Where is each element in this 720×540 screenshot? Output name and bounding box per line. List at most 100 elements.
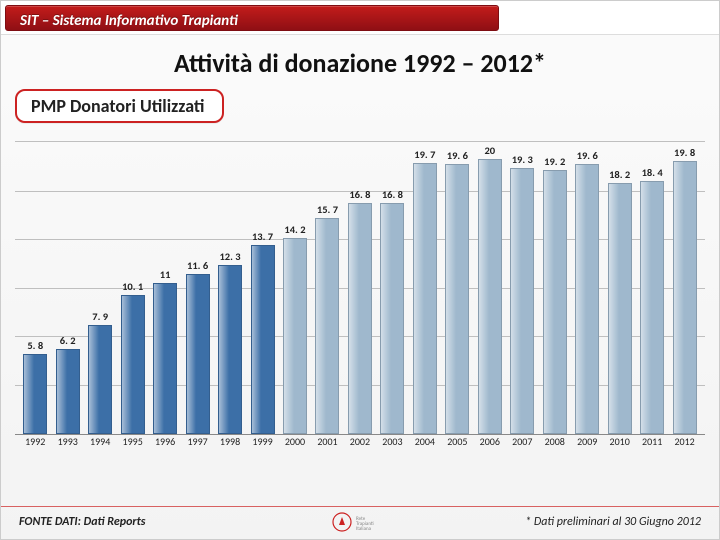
bar-slot: 19. 6 — [441, 131, 473, 434]
bar-value-label: 16. 8 — [344, 188, 376, 201]
xaxis-label: 2003 — [376, 435, 408, 455]
subtitle-text: PMP Donatori Utilizzati — [31, 95, 204, 117]
bar — [186, 274, 210, 434]
bar — [251, 245, 275, 434]
bar-slot: 19. 7 — [409, 131, 441, 434]
bar-value-label: 19. 2 — [539, 155, 571, 168]
xaxis-label: 1993 — [51, 435, 83, 455]
bar-slot: 11. 6 — [181, 131, 213, 434]
bar-slot: 11 — [149, 131, 181, 434]
chart-bars: 5. 86. 27. 910. 11111. 612. 313. 714. 21… — [15, 131, 705, 434]
xaxis-label: 2006 — [474, 435, 506, 455]
header-title: SIT – Sistema Informativo Trapianti — [20, 12, 238, 30]
xaxis-label: 1992 — [19, 435, 51, 455]
bar — [283, 238, 307, 434]
bar — [640, 181, 664, 434]
bar — [575, 164, 599, 434]
bar-value-label: 13. 7 — [246, 230, 278, 243]
xaxis-label: 2002 — [344, 435, 376, 455]
header-band: SIT – Sistema Informativo Trapianti — [1, 1, 719, 35]
bar — [478, 159, 502, 434]
xaxis-label: 2012 — [668, 435, 700, 455]
xaxis-label: 2007 — [506, 435, 538, 455]
bar-value-label: 6. 2 — [51, 334, 83, 347]
header-bar: SIT – Sistema Informativo Trapianti — [5, 5, 499, 31]
bar-value-label: 19. 6 — [571, 149, 603, 162]
bar — [218, 265, 242, 434]
svg-text:Italiana: Italiana — [356, 526, 372, 532]
bar-slot: 19. 8 — [668, 131, 700, 434]
bar — [510, 168, 534, 434]
footer-note: * Dati preliminari al 30 Giugno 2012 — [525, 515, 701, 529]
chart-xaxis: 1992199319941995199619971998199920002001… — [15, 435, 705, 455]
xaxis-label: 1999 — [246, 435, 278, 455]
bar — [153, 283, 177, 435]
bar-value-label: 16. 8 — [376, 188, 408, 201]
bar-slot: 5. 8 — [19, 131, 51, 434]
bar-slot: 20 — [474, 131, 506, 434]
xaxis-label: 2011 — [636, 435, 668, 455]
bar — [23, 354, 47, 434]
bar-value-label: 12. 3 — [214, 250, 246, 263]
bar-value-label: 19. 8 — [668, 146, 700, 159]
chart-plot: 5. 86. 27. 910. 11111. 612. 313. 714. 21… — [15, 131, 705, 435]
bar — [315, 218, 339, 434]
xaxis-label: 1997 — [181, 435, 213, 455]
bar — [413, 163, 437, 434]
bar-slot: 12. 3 — [214, 131, 246, 434]
bar — [56, 349, 80, 434]
bar — [88, 325, 112, 434]
xaxis-label: 2005 — [441, 435, 473, 455]
xaxis-label: 2004 — [409, 435, 441, 455]
bar-value-label: 11 — [149, 268, 181, 281]
bar-slot: 10. 1 — [116, 131, 148, 434]
bar-slot: 19. 2 — [539, 131, 571, 434]
xaxis-label: 2008 — [539, 435, 571, 455]
bar — [673, 161, 697, 434]
xaxis-label: 2009 — [571, 435, 603, 455]
xaxis-label: 1994 — [84, 435, 116, 455]
page-title: Attività di donazione 1992 – 2012* — [1, 47, 719, 79]
bar-slot: 13. 7 — [246, 131, 278, 434]
bar-value-label: 5. 8 — [19, 339, 51, 352]
bar-slot: 14. 2 — [279, 131, 311, 434]
bar-value-label: 15. 7 — [311, 203, 343, 216]
xaxis-label: 1998 — [214, 435, 246, 455]
bar — [608, 183, 632, 434]
xaxis-label: 2000 — [279, 435, 311, 455]
bar-value-label: 18. 4 — [636, 166, 668, 179]
bar-value-label: 14. 2 — [279, 223, 311, 236]
bar-slot: 7. 9 — [84, 131, 116, 434]
bar-slot: 16. 8 — [376, 131, 408, 434]
xaxis-label: 1995 — [116, 435, 148, 455]
page: SIT – Sistema Informativo Trapianti Atti… — [0, 0, 720, 540]
bar — [445, 164, 469, 434]
footer-source: FONTE DATI: Dati Reports — [19, 515, 146, 529]
bar-slot: 6. 2 — [51, 131, 83, 434]
bar-slot: 19. 3 — [506, 131, 538, 434]
bar-value-label: 19. 3 — [506, 153, 538, 166]
bar-slot: 16. 8 — [344, 131, 376, 434]
xaxis-label: 2001 — [311, 435, 343, 455]
bar — [380, 203, 404, 434]
bar-chart: 5. 86. 27. 910. 11111. 612. 313. 714. 21… — [15, 131, 705, 475]
bar-value-label: 7. 9 — [84, 310, 116, 323]
footer-logo-icon: Rete Trapianti Italiana — [330, 510, 390, 534]
bar — [348, 203, 372, 434]
bar-slot: 18. 4 — [636, 131, 668, 434]
bar-slot: 19. 6 — [571, 131, 603, 434]
bar-value-label: 19. 7 — [409, 148, 441, 161]
subtitle-pill: PMP Donatori Utilizzati — [15, 89, 224, 123]
bar — [543, 170, 567, 434]
bar-value-label: 11. 6 — [181, 259, 213, 272]
xaxis-label: 1996 — [149, 435, 181, 455]
bar-value-label: 19. 6 — [441, 149, 473, 162]
bar-value-label: 10. 1 — [116, 280, 148, 293]
bar-slot: 18. 2 — [603, 131, 635, 434]
bar — [121, 295, 145, 434]
bar-value-label: 18. 2 — [603, 168, 635, 181]
xaxis-label: 2010 — [603, 435, 635, 455]
footer-separator — [1, 506, 719, 507]
bar-value-label: 20 — [474, 144, 506, 157]
bar-slot: 15. 7 — [311, 131, 343, 434]
